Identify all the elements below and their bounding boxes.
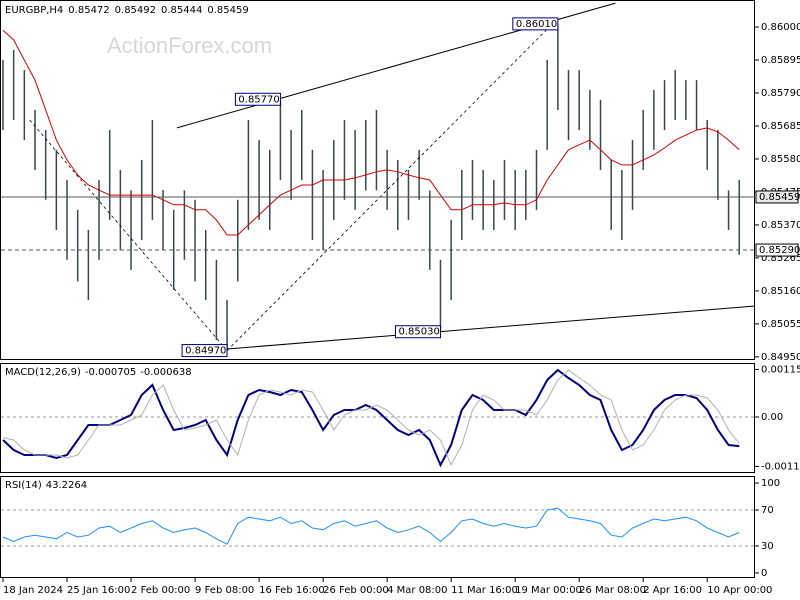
macd-panel [0,363,755,473]
rsi-panel [0,476,755,578]
y-tick-label: 0.85685 [761,121,800,132]
y-tick-label: 0.85895 [761,55,800,66]
x-tick-label: 2 Apr 16:00 [643,585,702,596]
y-tick-label: 0.00 [761,412,783,423]
y-tick-label: 0 [761,568,767,579]
price-level-label: 0.85459 [759,192,800,203]
x-tick-label: 11 Mar 16:00 [451,585,518,596]
panel-title: MACD(12,26,9) -0.000705 -0.000638 [5,367,192,378]
x-tick-label: 9 Feb 08:00 [195,585,254,596]
readout-value: 43.2264 [46,480,87,491]
annotation-box [234,92,281,106]
quote-value: 0.85472 [68,5,109,16]
price-level-box [755,190,799,204]
annotation-box [394,325,441,339]
indicator-line [2,29,740,236]
readout-value: -0.000705 [85,367,136,378]
y-tick-label: 100 [761,478,780,489]
x-tick-label: 26 Mar 08:00 [579,585,646,596]
annotation-label: 0.84970 [185,346,226,357]
y-tick-label: 0.84950 [761,352,800,363]
annotation-label: 0.85770 [238,94,279,105]
trend-line [29,119,228,351]
y-tick-label: 0.85580 [761,154,800,165]
price-level-box [755,243,799,257]
chart-header: EURGBP,H4 0.85472 0.85492 0.85444 0.85459 [5,5,249,16]
x-tick-label: 2 Feb 00:00 [131,585,190,596]
x-tick-label: 4 Mar 08:00 [387,585,447,596]
y-tick-label: 0.85265 [761,253,800,264]
indicator-line [2,507,740,545]
annotation-label: 0.85030 [398,327,439,338]
price-level-label: 0.85290 [759,245,800,256]
x-tick-label: 16 Feb 16:00 [259,585,325,596]
annotation-box [181,344,228,358]
y-tick-label: 0.85055 [761,319,800,330]
y-tick-label: 70 [761,505,774,516]
x-tick-label: 10 Apr 00:00 [707,585,772,596]
x-tick-label: 26 Feb 00:00 [323,585,389,596]
x-tick-label: 19 Mar 00:00 [515,585,582,596]
x-tick-label: 18 Jan 2024 [3,585,63,596]
y-tick-label: 0.85790 [761,88,800,99]
trend-line [227,305,756,350]
quote-value: 0.85444 [161,5,202,16]
y-tick-label: 0.85160 [761,286,800,297]
panel-name: MACD(12,26,9) [5,367,81,378]
y-tick-label: 0.001152 [761,364,800,375]
price-panel [0,0,755,360]
x-tick-label: 25 Jan 16:00 [67,585,130,596]
panel-name: RSI(14) [5,480,42,491]
watermark: ActionForex.com [107,33,272,58]
quote-value: 0.85492 [115,5,156,16]
annotation-label: 0.86010 [516,19,557,30]
panel-title: RSI(14) 43.2264 [5,480,87,491]
y-tick-label: 30 [761,541,774,552]
y-tick-label: 0.85370 [761,220,800,231]
y-tick-label: 0.86000 [761,22,800,33]
y-tick-label: -0.001196 [761,461,800,472]
quote-value: 0.85459 [207,5,248,16]
trend-line [226,23,553,351]
symbol: EURGBP,H4 [5,5,63,16]
annotation-box [512,17,559,31]
indicator-line [2,369,740,467]
readout-value: -0.000638 [140,367,191,378]
